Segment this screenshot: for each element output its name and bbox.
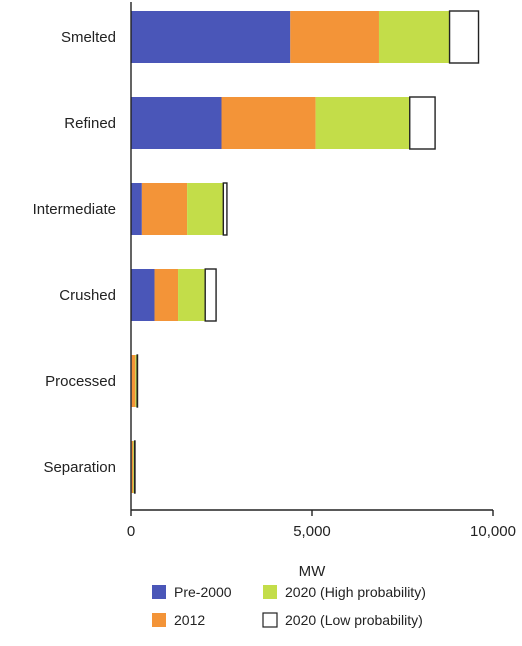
- legend-label-2012: 2012: [174, 612, 205, 628]
- legend-swatch-2012: [152, 613, 166, 627]
- bar-smelted-2020-high-probability: [378, 11, 450, 63]
- category-labels: Smelted Refined Intermediate Crushed Process…: [33, 29, 116, 476]
- bar-separation-2020-high-probability: [133, 441, 135, 493]
- category-label-crushed: Crushed: [59, 287, 116, 304]
- bar-crushed-pre-2000: [131, 269, 155, 321]
- category-label-separation: Separation: [43, 459, 116, 476]
- bar-intermediate-2020-high-probability: [187, 183, 224, 235]
- bar-refined-2020-low-probability: [409, 96, 436, 150]
- x-tick-label: 0: [127, 523, 135, 540]
- bar-crushed-2020-low-probability: [204, 268, 217, 322]
- bar-refined-2020-high-probability: [315, 97, 410, 149]
- legend-label-pre-2000: Pre-2000: [174, 584, 232, 600]
- bar-processed-2012: [131, 355, 136, 407]
- bar-processed-2020-high-probability: [135, 355, 138, 407]
- legend-swatch-2020-high-probability: [263, 585, 277, 599]
- x-ticks: 0 5,000 10,000: [127, 510, 516, 540]
- bar-crushed-2020-high-probability: [178, 269, 206, 321]
- legend-label-2020-low-probability: 2020 (Low probability): [285, 612, 423, 628]
- bar-smelted-2012: [290, 11, 379, 63]
- legend: Pre-2000 2012 2020 (High probability) 2020 …: [152, 584, 426, 628]
- x-tick-label: 5,000: [293, 523, 331, 540]
- x-axis-title: MW: [299, 563, 326, 580]
- category-label-processed: Processed: [45, 373, 116, 390]
- bars-layer: [131, 10, 480, 494]
- legend-swatch-pre-2000: [152, 585, 166, 599]
- category-label-refined: Refined: [64, 115, 116, 132]
- x-tick-label: 10,000: [470, 523, 516, 540]
- bar-smelted-2020-low-probability: [448, 10, 480, 64]
- bar-intermediate-2020-low-probability: [222, 182, 228, 236]
- category-label-intermediate: Intermediate: [33, 201, 116, 218]
- bar-separation-2012: [131, 441, 134, 493]
- bar-refined-pre-2000: [131, 97, 222, 149]
- bar-intermediate-pre-2000: [131, 183, 142, 235]
- bar-smelted-pre-2000: [131, 11, 291, 63]
- legend-label-2020-high-probability: 2020 (High probability): [285, 584, 426, 600]
- bar-crushed-2012: [154, 269, 179, 321]
- legend-swatch-2020-low-probability: [262, 612, 278, 628]
- bar-intermediate-2012: [141, 183, 188, 235]
- bar-refined-2012: [221, 97, 316, 149]
- category-label-smelted: Smelted: [61, 29, 116, 46]
